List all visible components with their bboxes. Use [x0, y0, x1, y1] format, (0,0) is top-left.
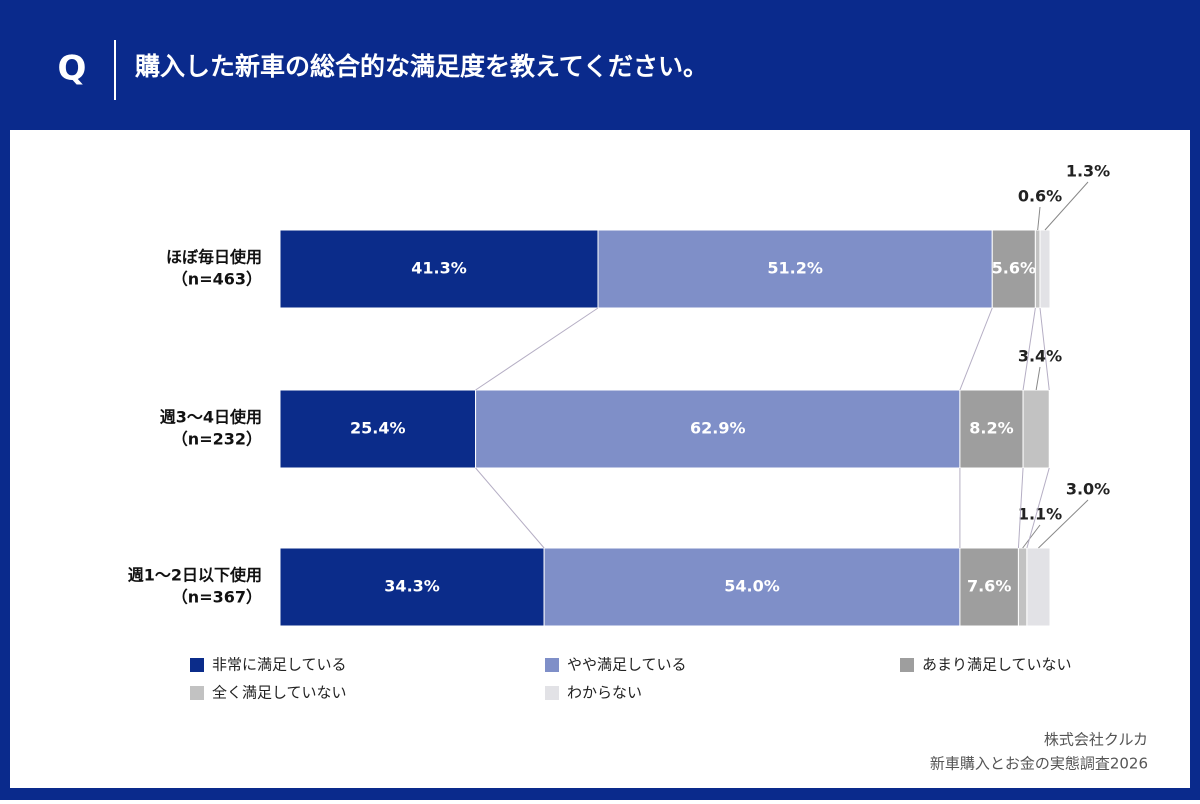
sample-size: （n=463） [172, 270, 262, 289]
bar-segment [475, 389, 961, 469]
legend-label: 非常に満足している [212, 656, 347, 674]
sample-size: （n=367） [172, 588, 262, 607]
legend-swatch [190, 658, 204, 672]
value-label: 62.9% [690, 419, 746, 438]
value-label: 54.0% [724, 577, 780, 596]
leader-line [1044, 181, 1089, 231]
connector [1026, 467, 1050, 549]
title: 購入した新車の総合的な満足度を教えてください。 [135, 52, 708, 81]
legend-label: 全く満足していない [212, 684, 347, 702]
legend-swatch [190, 686, 204, 700]
category-label: 週1〜2日以下使用 [128, 566, 262, 585]
bar-segment [1026, 547, 1051, 627]
leader-line [1022, 524, 1041, 549]
leader-line [1038, 499, 1089, 549]
category-label: 週3〜4日使用 [160, 408, 262, 427]
leader-line [1035, 366, 1041, 391]
value-label: 8.2% [969, 419, 1013, 438]
bar-segment [1017, 547, 1028, 627]
bar-segment [279, 229, 599, 309]
value-label: 41.3% [411, 259, 467, 278]
sample-size: （n=232） [172, 430, 262, 449]
legend-swatch [545, 658, 559, 672]
value-label: 1.3% [1066, 162, 1110, 181]
value-label: 1.1% [1018, 505, 1062, 524]
bar-segment [1039, 229, 1051, 309]
connector [1017, 467, 1024, 549]
category-label: ほぼ毎日使用 [166, 248, 262, 267]
legend-label: やや満足している [567, 656, 687, 674]
value-label: 3.4% [1018, 347, 1062, 366]
bar-segment [959, 389, 1024, 469]
q-mark: Q [58, 49, 87, 89]
bar-segment [543, 547, 961, 627]
value-label: 34.3% [384, 577, 440, 596]
value-label: 0.6% [1018, 187, 1062, 206]
connector [1022, 307, 1036, 391]
source-survey: 新車購入とお金の実態調査2026 [930, 755, 1148, 773]
bar-segment [279, 547, 545, 627]
connector [959, 307, 993, 391]
bar-segment [1034, 229, 1041, 309]
connector [475, 467, 545, 549]
value-label: 7.6% [967, 577, 1011, 596]
legend-label: あまり満足していない [922, 656, 1072, 674]
connector [1039, 307, 1050, 391]
value-label: 5.6% [992, 259, 1036, 278]
legend-swatch [545, 686, 559, 700]
bar-segment [991, 229, 1036, 309]
value-label: 3.0% [1066, 480, 1110, 499]
connector [475, 307, 599, 391]
bar-segment [1022, 389, 1050, 469]
legend-label: わからない [567, 684, 642, 702]
bar-segment [279, 389, 477, 469]
leader-line [1037, 206, 1041, 231]
value-label: 51.2% [767, 259, 823, 278]
bar-segment [597, 229, 993, 309]
value-label: 25.4% [350, 419, 406, 438]
legend-swatch [900, 658, 914, 672]
bar-segment [959, 547, 1019, 627]
source-company: 株式会社クルカ [1044, 731, 1148, 749]
